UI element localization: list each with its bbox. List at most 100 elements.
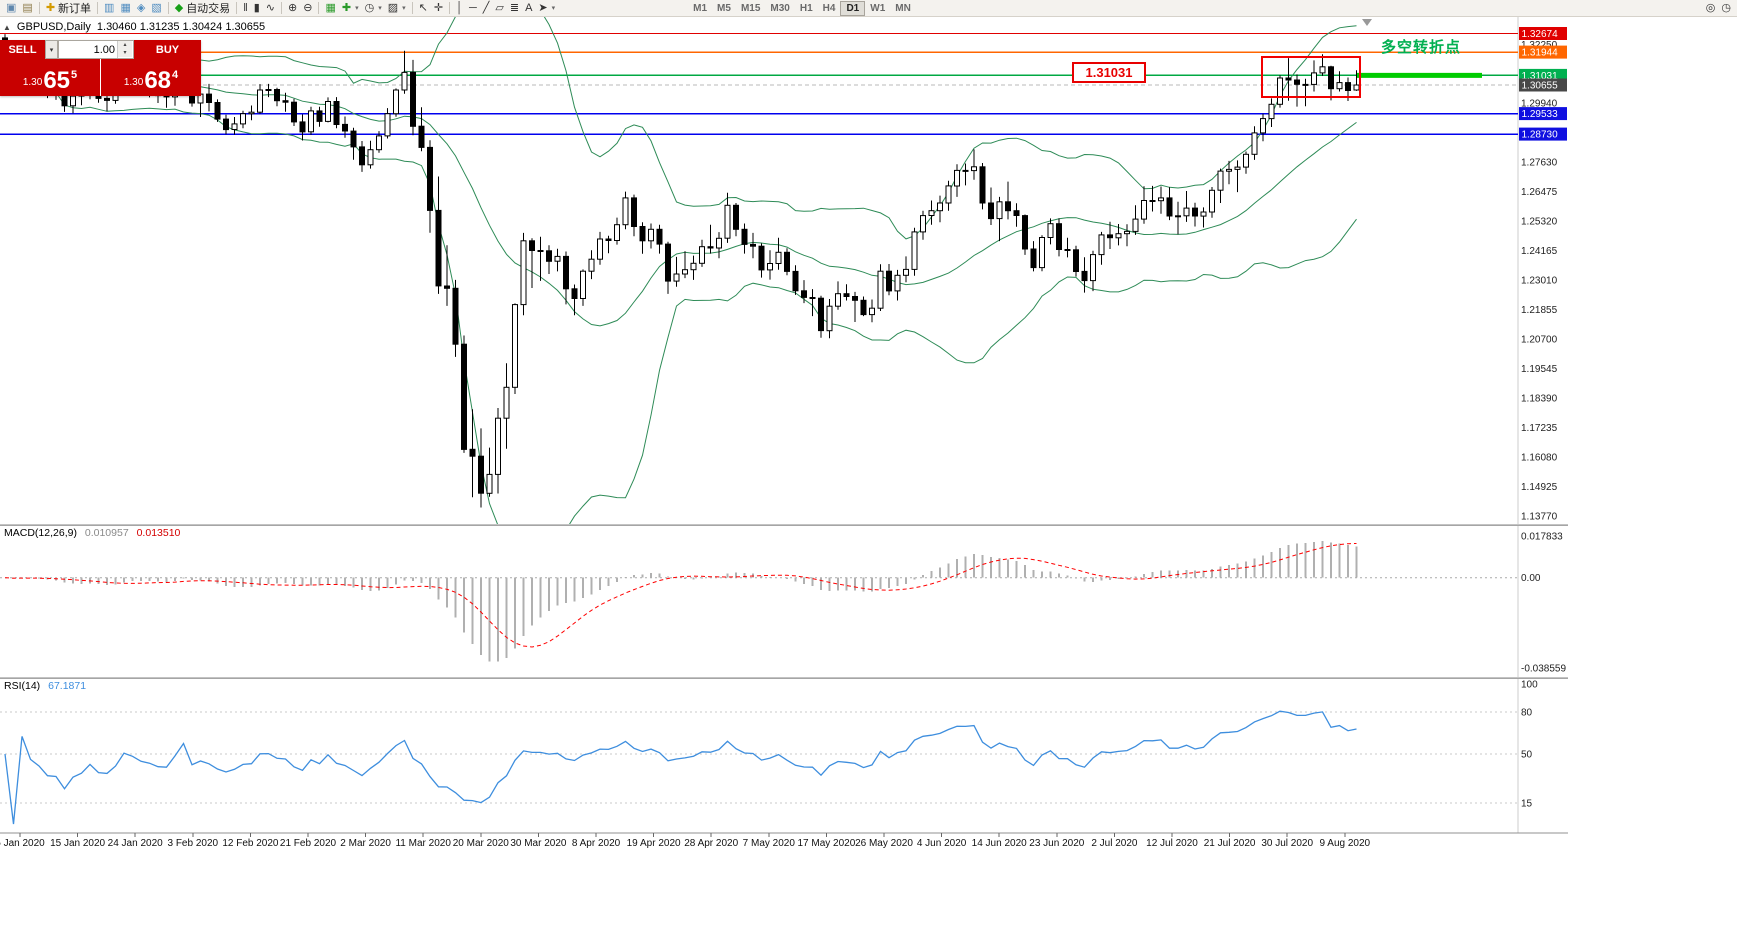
data-window-icon[interactable]: ▦ [117, 1, 133, 16]
turning-point-text[interactable]: 多空转折点 [1381, 39, 1462, 56]
indicators-icon: ✚ [341, 1, 352, 14]
tf-d1-button-label: D1 [846, 2, 860, 14]
bar-chart-icon[interactable]: ‖ [240, 1, 251, 16]
svg-text:1.30655: 1.30655 [1522, 81, 1559, 92]
svg-text:1.25320: 1.25320 [1521, 217, 1558, 228]
date-axis[interactable]: 5 Jan 2020 15 Jan 2020 24 Jan 2020 3 Feb 20… [0, 833, 1371, 849]
volume-down-button[interactable]: ▾ [118, 49, 132, 57]
zoom-in-icon[interactable]: ⊕ [285, 1, 300, 16]
tf-mn-button[interactable]: MN [890, 1, 916, 16]
tf-m1-button[interactable]: M1 [688, 1, 712, 16]
tf-m5-button[interactable]: M5 [712, 1, 736, 16]
tf-h1-button-label: H1 [799, 2, 813, 14]
panel-splitter-rsi[interactable] [0, 677, 1568, 679]
panel-splitter-macd[interactable] [0, 524, 1568, 526]
arrows-tool-icon: ➤ [538, 1, 548, 14]
tf-m1-button-label: M1 [693, 2, 708, 14]
svg-text:15 Jan 2020: 15 Jan 2020 [50, 838, 105, 849]
sell-price-button[interactable]: 1.30 65 5 [0, 59, 100, 96]
svg-text:11 Mar 2020: 11 Mar 2020 [395, 838, 451, 849]
svg-text:100: 100 [1521, 680, 1538, 691]
buy-price-button[interactable]: 1.30 68 4 [101, 59, 201, 96]
svg-text:8 Apr 2020: 8 Apr 2020 [572, 838, 621, 849]
svg-text:1.18390: 1.18390 [1521, 394, 1558, 405]
sell-button[interactable]: SELL [0, 40, 45, 59]
svg-text:26 May 2020: 26 May 2020 [855, 838, 913, 849]
svg-text:1.26475: 1.26475 [1521, 187, 1558, 198]
order-type-dropdown[interactable]: ▾ [45, 40, 58, 59]
svg-text:1.31944: 1.31944 [1522, 48, 1559, 59]
autotrading-button[interactable]: ◆ 自动交易 [172, 1, 233, 16]
highlight-rectangle[interactable] [1261, 56, 1361, 98]
tf-m5-button-label: M5 [717, 2, 731, 14]
svg-text:1.28730: 1.28730 [1522, 130, 1559, 141]
profiles-icon[interactable]: ▤ [19, 1, 35, 16]
tf-w1-button-label: W1 [870, 2, 886, 14]
svg-text:2 Mar 2020: 2 Mar 2020 [340, 838, 391, 849]
one-click-collapse-icon[interactable]: ▲ [3, 22, 11, 32]
svg-text:80: 80 [1521, 708, 1533, 719]
svg-text:24 Jan 2020: 24 Jan 2020 [108, 838, 163, 849]
toolbar-separator [236, 2, 238, 14]
arrows-tool-icon[interactable]: ➤ ▾ [535, 1, 558, 16]
tf-m30-button[interactable]: M30 [765, 1, 794, 16]
price-axis[interactable]: 1.32250 1.29940 1.27630 1.26475 1.25320 1.241… [1519, 27, 1567, 810]
horizontal-line-icon[interactable]: ─ [466, 1, 480, 16]
volume-input[interactable] [59, 41, 117, 58]
templates-icon[interactable]: ▨ ▾ [385, 1, 409, 16]
toolbar: ▣ ▤ ✚ 新订单 ▥ ▦ ◈ ▧ ◆ 自动交易 ‖ ▮ ∿ ⊕ ⊖ ▦ ✚ ▾ ◷ ▾ ▨ ▾ ↖ ✛ │ ─ ╱ ▱ ≣ A ➤ ▾ M1 M… [0, 0, 1737, 17]
autotrading-button-icon: ◆ [174, 1, 184, 14]
trendline-icon[interactable]: ╱ [480, 1, 493, 16]
horizontal-line-icon: ─ [468, 1, 477, 14]
rsi-value: 67.1871 [48, 680, 87, 692]
horizontal-level-lines[interactable] [0, 32, 1518, 135]
indicators-icon[interactable]: ✚ ▾ [339, 1, 362, 16]
buy-button[interactable]: BUY [134, 40, 201, 59]
grid-icon: ▦ [325, 1, 336, 14]
volume-up-button[interactable]: ▴ [118, 41, 132, 49]
zoom-out-icon[interactable]: ⊖ [300, 1, 315, 16]
terminal-icon[interactable]: ▧ [148, 1, 164, 16]
bollinger-bands [4, 17, 1357, 524]
svg-text:1.19545: 1.19545 [1521, 364, 1558, 375]
svg-text:1.32250: 1.32250 [1521, 40, 1558, 51]
tf-h4-button[interactable]: H4 [818, 1, 841, 16]
text-tool-icon[interactable]: A [522, 1, 535, 16]
chart-shift-marker[interactable] [1362, 19, 1372, 26]
tf-d1-button[interactable]: D1 [840, 0, 866, 16]
toolbar-separator [449, 2, 451, 14]
candlestick-chart-icon[interactable]: ▮ [251, 1, 263, 16]
tf-m15-button[interactable]: M15 [736, 1, 765, 16]
svg-text:1.14925: 1.14925 [1521, 482, 1558, 493]
navigator-icon[interactable]: ◈ [134, 1, 148, 16]
search-icon[interactable]: ◎ [1703, 1, 1719, 16]
tf-m15-button-label: M15 [740, 2, 761, 14]
svg-text:1.24165: 1.24165 [1521, 246, 1558, 257]
new-order-button-label: 新订单 [58, 3, 92, 15]
crosshair-icon[interactable]: ✛ [431, 1, 446, 16]
tf-h1-button[interactable]: H1 [795, 1, 818, 16]
svg-text:4 Jun 2020: 4 Jun 2020 [917, 838, 967, 849]
grid-icon[interactable]: ▦ [322, 1, 338, 16]
chart-title: ▲ GBPUSD,Daily 1.30460 1.31235 1.30424 1… [3, 21, 265, 33]
tf-h4-button-label: H4 [822, 2, 836, 14]
periods-icon[interactable]: ◷ ▾ [362, 1, 385, 16]
line-chart-icon[interactable]: ∿ [263, 1, 278, 16]
price-level-label[interactable]: 1.31031 [1072, 62, 1146, 83]
svg-text:12 Feb 2020: 12 Feb 2020 [222, 838, 279, 849]
market-watch-icon[interactable]: ▥ [101, 1, 117, 16]
svg-text:1.13770: 1.13770 [1521, 512, 1558, 523]
vertical-line-icon: │ [456, 1, 463, 14]
tf-m30-button-label: M30 [770, 2, 790, 14]
tf-w1-button[interactable]: W1 [865, 1, 890, 16]
vertical-line-icon[interactable]: │ [453, 1, 466, 16]
svg-text:19 Apr 2020: 19 Apr 2020 [627, 838, 681, 849]
clock-icon[interactable]: ◷ [1718, 1, 1734, 16]
new-chart-icon[interactable]: ▣ [3, 1, 19, 16]
new-order-button[interactable]: ✚ 新订单 [43, 1, 94, 16]
fibonacci-icon[interactable]: ≣ [507, 1, 522, 16]
cursor-icon[interactable]: ↖ [416, 1, 431, 16]
macd-main-value: 0.010957 [84, 527, 129, 539]
channel-icon[interactable]: ▱ [492, 1, 506, 16]
